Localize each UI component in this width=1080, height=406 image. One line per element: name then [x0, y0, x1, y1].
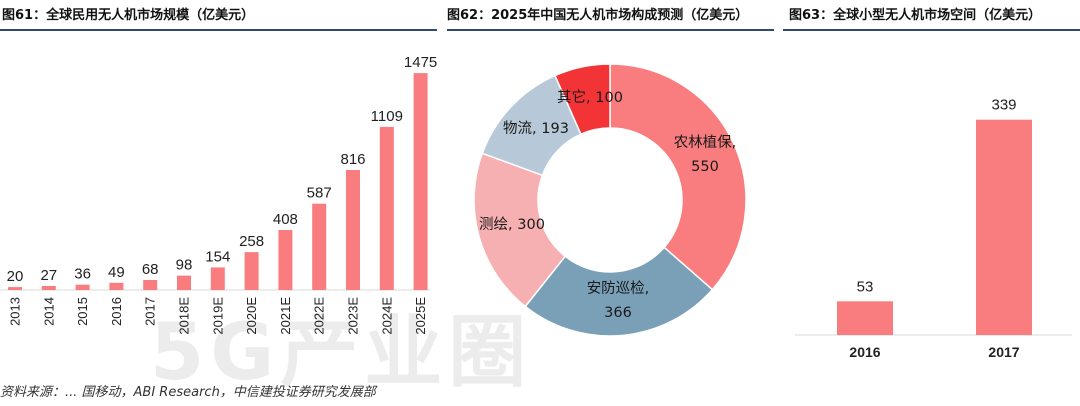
fig61-data-label: 1109	[371, 108, 403, 125]
fig61-tick-label: 2020E	[244, 297, 259, 335]
chart-global-civil-drone-market: 20 2013 27 2014 36 2015 49 2016 68 2017 98 2018E 154…	[0, 54, 437, 335]
fig61-bar	[177, 275, 191, 290]
fig61-bar	[312, 203, 327, 290]
fig62-slice-label: 安防巡检,	[587, 280, 650, 297]
fig62-slice	[554, 63, 611, 136]
fig61-data-label: 20	[7, 268, 24, 285]
fig63-tick-label: 2017	[988, 344, 1019, 360]
chart-global-small-drone-market: 53 2016 339 2017	[795, 97, 1072, 360]
fig61-tick-label: 2015	[75, 297, 90, 326]
fig61-data-label: 258	[239, 233, 264, 250]
fig61-bar	[244, 252, 259, 290]
fig63-tick-label: 2016	[849, 344, 880, 360]
fig61-bar	[210, 267, 225, 290]
fig62-slice-label: 其它, 100	[557, 88, 623, 106]
fig61-bar	[379, 126, 394, 291]
fig61-data-label: 98	[176, 257, 193, 274]
fig61-tick-label: 2018E	[177, 297, 192, 335]
fig61-data-label: 816	[340, 151, 365, 168]
fig62-slice-value: 366	[604, 305, 632, 321]
fig61-data-label: 408	[273, 211, 298, 228]
fig61-rule	[0, 29, 437, 31]
fig61-bar	[346, 170, 360, 290]
fig61-bar	[75, 284, 90, 290]
fig62-slice-label: 测绘, 300	[479, 216, 545, 233]
fig63-title: 图63：全球小型无人机市场空间（亿美元）	[789, 8, 1042, 23]
fig61-tick-label: 2017	[143, 297, 158, 326]
fig62-slice	[473, 152, 567, 308]
fig61-data-label: 49	[108, 264, 125, 281]
fig63-data-label: 53	[857, 278, 874, 295]
fig63-rule	[783, 29, 1080, 31]
fig61-data-label: 587	[307, 185, 332, 202]
fig62-slice	[524, 246, 714, 337]
fig61-data-label: 154	[205, 248, 230, 265]
fig61-tick-label: 2022E	[312, 297, 327, 335]
fig61-title: 图61：全球民用无人机市场规模（亿美元）	[2, 8, 255, 23]
fig61-tick-label: 2019E	[210, 297, 225, 335]
fig61-tick-label: 2021E	[278, 297, 293, 335]
source-note: 资料来源：... 国移动，ABI Research，中信建投证券研究发展部	[0, 385, 376, 400]
fig61-tick-label: 2014	[41, 297, 56, 326]
fig61-bar	[109, 282, 124, 290]
fig61-tick-label: 2016	[109, 297, 124, 326]
watermark: 5G产业圈	[150, 308, 533, 398]
fig61-bar	[143, 280, 158, 290]
fig63-data-label: 339	[991, 97, 1016, 114]
fig61-tick-label: 2013	[8, 297, 23, 326]
fig61-tick-label: 2023E	[346, 297, 361, 335]
fig63-bar	[976, 119, 1032, 335]
fig62-title: 图62：2025年中国无人机市场构成预测（亿美元）	[447, 8, 749, 23]
fig62-slice-label: 物流, 193	[503, 120, 569, 137]
fig62-slice-value: 550	[691, 159, 719, 175]
fig61-tick-label: 2024E	[379, 297, 394, 335]
fig61-data-label: 27	[40, 267, 57, 284]
fig61-data-label: 36	[74, 266, 91, 283]
fig61-data-label: 1475	[404, 54, 437, 71]
fig63-bar	[837, 301, 893, 335]
fig62-slice	[609, 63, 747, 291]
fig62-rule	[447, 29, 774, 31]
fig61-bar	[8, 287, 22, 290]
fig62-slice-label: 农林植保,	[674, 134, 737, 151]
fig61-bar	[413, 73, 428, 290]
fig61-bar	[41, 286, 56, 290]
fig61-tick-label: 2025E	[413, 297, 428, 335]
fig61-data-label: 68	[142, 261, 159, 278]
chart-china-drone-market-composition: 农林植保, 550 安防巡检, 366 测绘, 300 物流, 193 其它, 100	[473, 63, 747, 337]
fig61-bar	[278, 230, 293, 290]
